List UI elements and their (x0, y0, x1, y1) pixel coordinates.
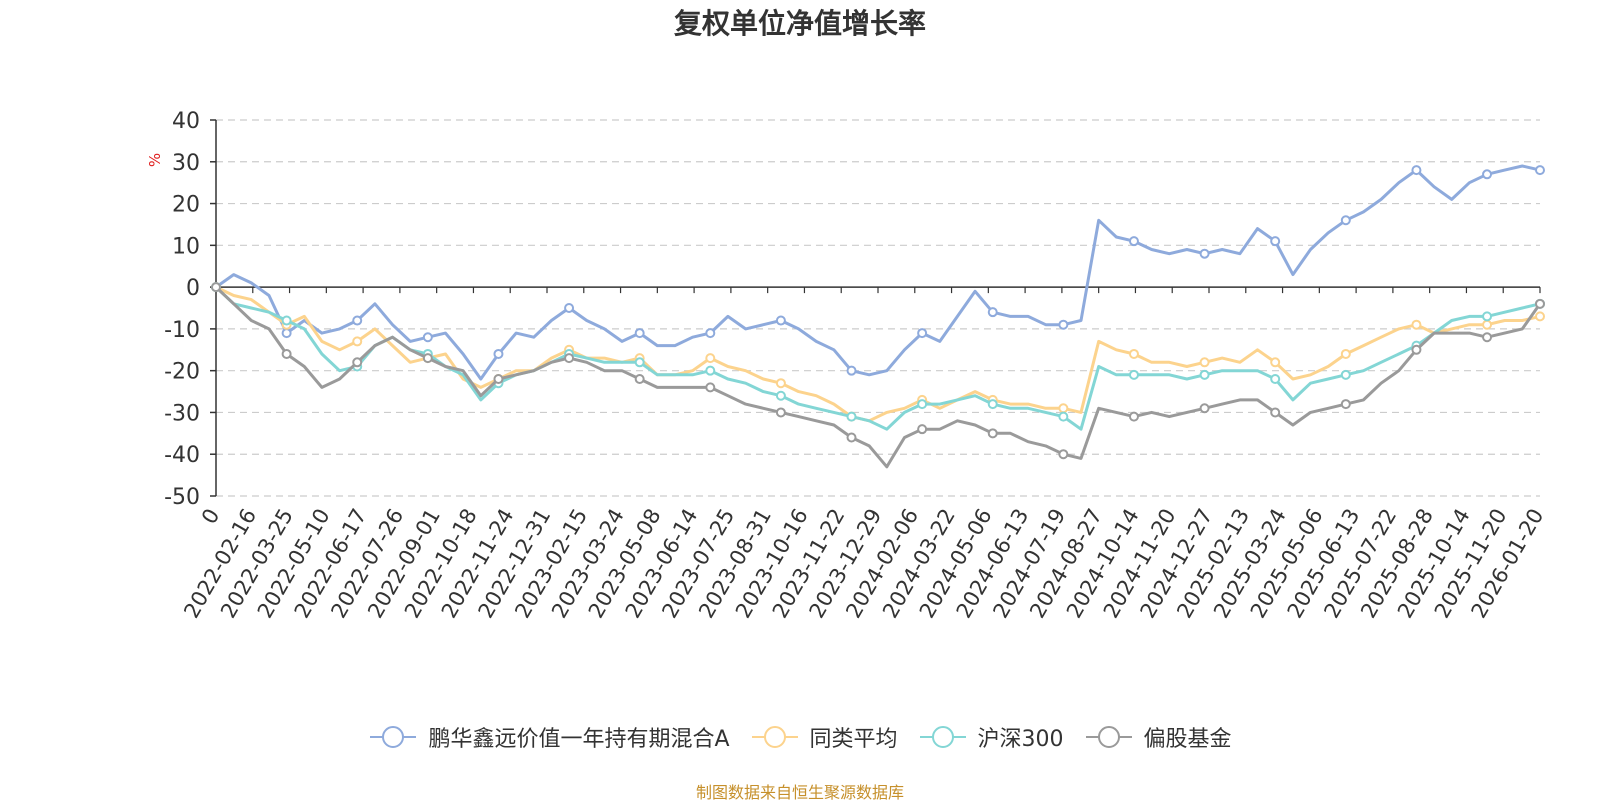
legend-item[interactable]: 鹏华鑫远价值一年持有期混合A (368, 721, 730, 753)
data-point (1128, 348, 1139, 359)
data-point (775, 378, 786, 389)
legend-item[interactable]: 偏股基金 (1084, 721, 1232, 753)
y-tick-label: 0 (186, 276, 200, 301)
y-tick-label: 20 (172, 193, 200, 218)
data-point (1199, 248, 1210, 259)
data-point (1270, 407, 1281, 418)
data-point (1058, 411, 1069, 422)
data-point (705, 365, 716, 376)
series-line-3 (214, 286, 1542, 469)
legend-label: 偏股基金 (1143, 727, 1232, 752)
data-point (987, 428, 998, 439)
data-point (634, 374, 645, 385)
data-point (1482, 332, 1493, 343)
source-note: 制图数据来自恒生聚源数据库 (695, 783, 904, 802)
data-point (1535, 298, 1545, 309)
legend-marker-icon (919, 726, 966, 748)
y-tick-label: -50 (164, 485, 200, 510)
data-point (987, 399, 998, 410)
data-point (1058, 319, 1069, 330)
data-point (1340, 369, 1351, 380)
data-point (1340, 348, 1351, 359)
legend-label: 沪深300 (977, 727, 1064, 752)
data-point (352, 357, 363, 368)
data-point (564, 353, 575, 364)
data-point (1128, 236, 1139, 247)
data-point (422, 332, 433, 343)
data-point (1535, 165, 1545, 176)
data-point (1199, 357, 1210, 368)
data-point (1482, 169, 1493, 180)
data-point (352, 336, 363, 347)
data-point (1411, 344, 1422, 355)
data-point (281, 348, 292, 359)
data-point (775, 315, 786, 326)
data-point (1411, 319, 1422, 330)
y-tick-label: 10 (172, 234, 200, 259)
data-point (1199, 369, 1210, 380)
series-lines (211, 164, 1545, 469)
data-point (352, 315, 363, 326)
data-point (775, 407, 786, 418)
data-point (1058, 403, 1069, 414)
data-point (281, 315, 292, 326)
data-point (1535, 311, 1545, 322)
data-point (1340, 215, 1351, 226)
data-point (1270, 374, 1281, 385)
x-tick-label: 0 (197, 505, 224, 529)
data-point (1270, 357, 1281, 368)
data-point (1058, 449, 1069, 460)
y-tick-label: -30 (164, 401, 200, 426)
legend-label: 鹏华鑫远价值一年持有期混合A (428, 727, 730, 752)
data-point (846, 432, 857, 443)
legend-marker-icon (751, 726, 798, 748)
data-point (493, 348, 504, 359)
data-point (1482, 311, 1493, 322)
data-point (422, 353, 433, 364)
data-point (705, 353, 716, 364)
y-tick-label: -20 (164, 360, 200, 385)
data-point (846, 411, 857, 422)
data-point (1340, 399, 1351, 410)
data-point (987, 307, 998, 318)
data-point (211, 282, 221, 293)
data-point (917, 424, 928, 435)
y-tick-label: 40 (172, 109, 200, 134)
y-axis: 40 30 20 10 0 -10 -20 -30 -40 -50 (164, 109, 217, 510)
gridlines (216, 119, 1540, 497)
data-point (1128, 369, 1139, 380)
legend-marker-icon (1085, 726, 1132, 748)
data-point (1411, 165, 1422, 176)
data-point (1199, 403, 1210, 414)
y-tick-label: -10 (164, 318, 200, 343)
legend-label: 同类平均 (809, 727, 898, 752)
series-line-2 (214, 286, 1541, 431)
chart-title: 复权单位净值增长率 (673, 7, 926, 40)
series-line-0 (215, 164, 1541, 381)
data-point (634, 328, 645, 339)
y-tick-label: 30 (172, 151, 200, 176)
data-point (493, 374, 504, 385)
data-point (705, 328, 716, 339)
legend-marker-icon (370, 726, 417, 748)
data-point (1270, 236, 1281, 247)
data-point (846, 365, 857, 376)
data-point (564, 303, 575, 313)
legend-item[interactable]: 沪深300 (918, 721, 1064, 753)
data-point (775, 390, 786, 401)
data-point (1128, 411, 1139, 422)
data-point (917, 328, 928, 339)
series-line-1 (215, 285, 1541, 423)
data-point (634, 357, 645, 368)
y-axis-label: % (146, 153, 164, 167)
legend-item[interactable]: 同类平均 (750, 721, 898, 753)
legend: 鹏华鑫远价值一年持有期混合A 同类平均 沪深300 偏股基金 (0, 722, 1600, 752)
data-point (705, 382, 716, 393)
y-tick-label: -40 (164, 443, 200, 468)
data-point (1482, 319, 1493, 330)
data-point (917, 399, 928, 410)
data-point (281, 328, 292, 339)
